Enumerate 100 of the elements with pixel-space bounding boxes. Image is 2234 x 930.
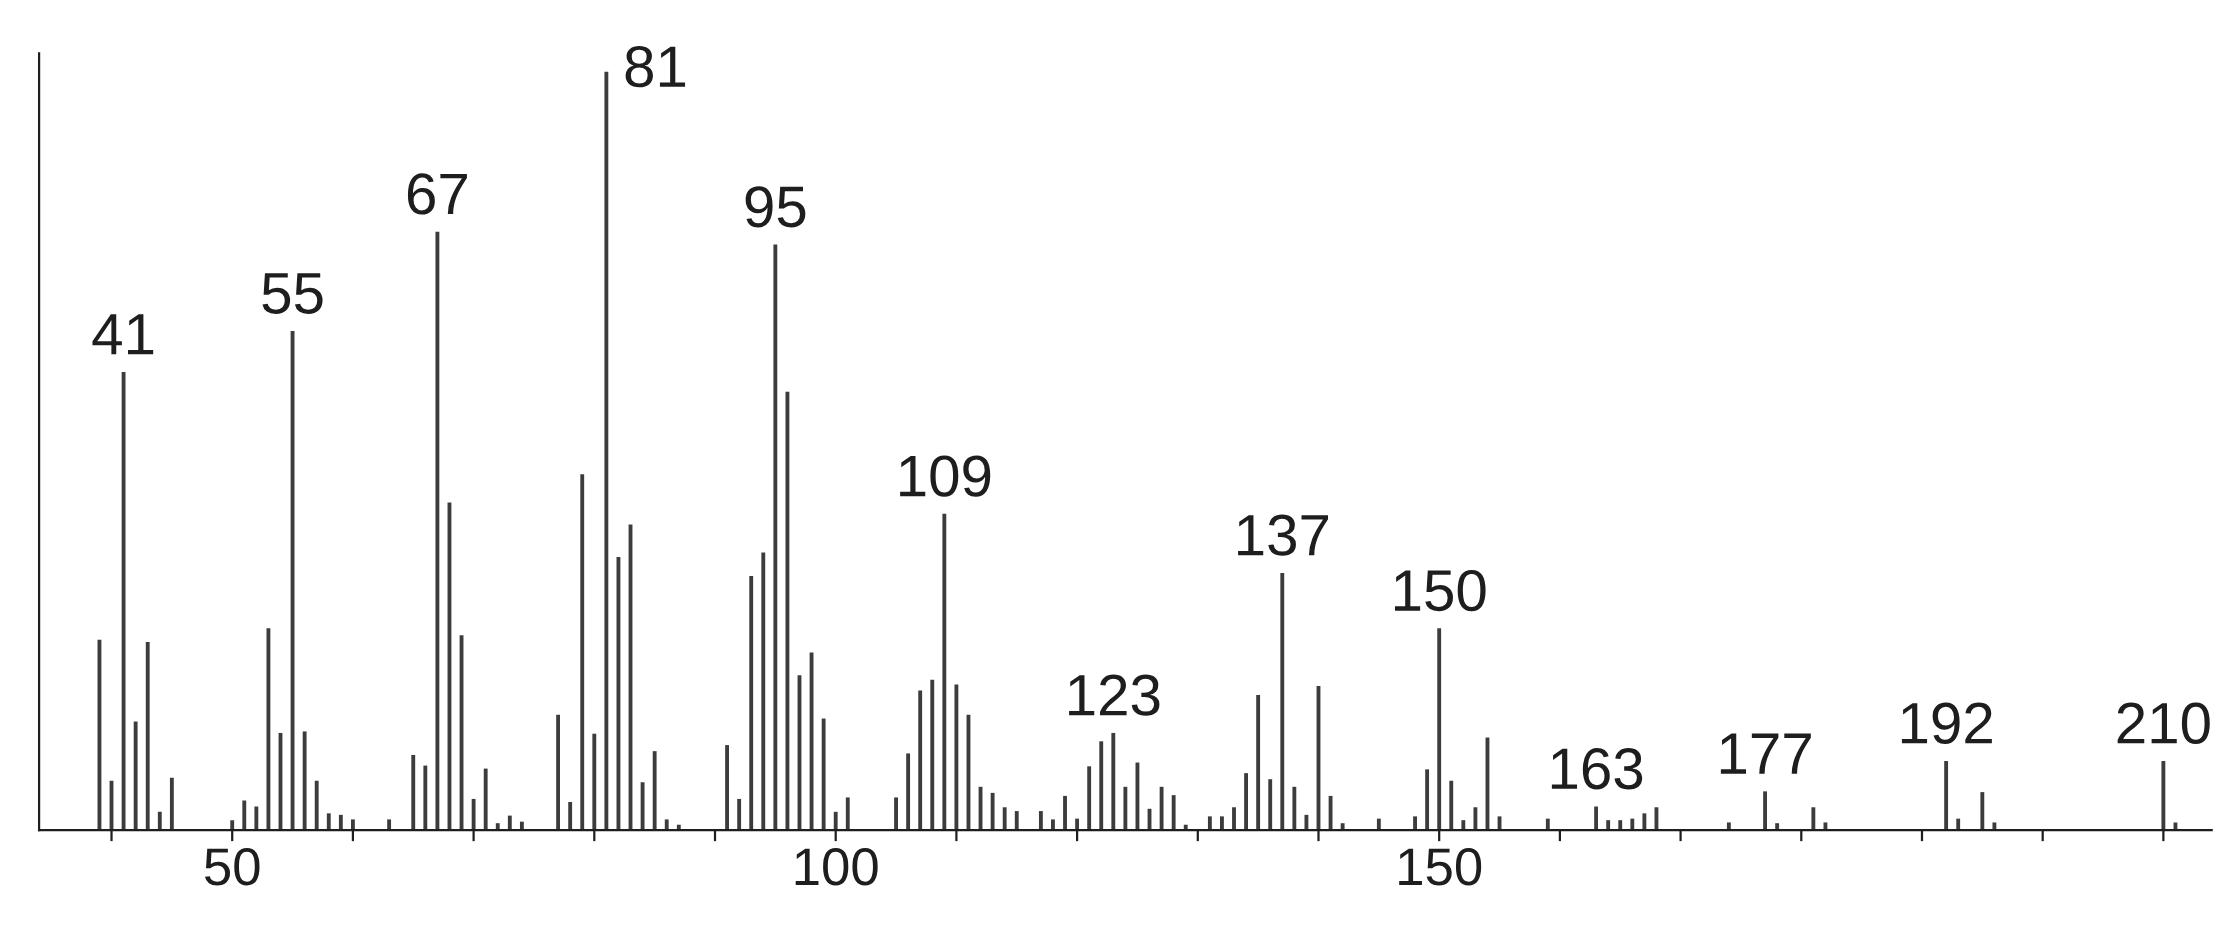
annotation: 210 bbox=[2117, 702, 2210, 744]
bar bbox=[1461, 820, 1466, 831]
bar bbox=[230, 820, 235, 831]
bar bbox=[1618, 820, 1623, 831]
bar bbox=[845, 797, 850, 831]
bar bbox=[1642, 813, 1647, 831]
bar bbox=[2161, 761, 2166, 831]
bar bbox=[350, 819, 355, 831]
bar bbox=[918, 690, 923, 831]
bar bbox=[435, 231, 440, 831]
bar bbox=[1376, 818, 1381, 831]
bar bbox=[1232, 807, 1236, 831]
bar bbox=[664, 819, 669, 831]
annotation: 192 bbox=[1901, 702, 1992, 744]
bar bbox=[1956, 818, 1961, 831]
bar bbox=[1775, 823, 1780, 831]
bar bbox=[568, 801, 573, 831]
bar bbox=[1980, 792, 1985, 831]
bar bbox=[1340, 823, 1345, 831]
bar bbox=[737, 798, 742, 831]
bar bbox=[1038, 811, 1043, 831]
bar bbox=[121, 371, 126, 831]
annotation: 55 bbox=[262, 273, 323, 314]
bar bbox=[1123, 786, 1128, 831]
bar bbox=[749, 575, 754, 831]
annotation: 109 bbox=[900, 455, 991, 497]
bar bbox=[942, 513, 947, 831]
x-tick-label: 50 bbox=[204, 848, 260, 886]
bar bbox=[145, 641, 150, 831]
bar bbox=[773, 244, 778, 831]
bar bbox=[302, 731, 307, 831]
bar bbox=[1437, 628, 1442, 831]
bar bbox=[1992, 822, 1997, 831]
bar bbox=[604, 71, 609, 831]
bar bbox=[1171, 795, 1176, 831]
bar bbox=[1014, 811, 1019, 831]
bar bbox=[1763, 791, 1768, 831]
bar bbox=[640, 782, 645, 831]
bar bbox=[1159, 786, 1164, 831]
bar bbox=[495, 823, 500, 831]
bar bbox=[580, 474, 585, 831]
bar bbox=[411, 754, 416, 831]
bar bbox=[556, 714, 561, 831]
bar bbox=[1256, 695, 1261, 831]
bar bbox=[1449, 780, 1454, 831]
bar bbox=[338, 814, 343, 831]
bar bbox=[930, 679, 935, 831]
bar bbox=[1545, 818, 1550, 831]
bar bbox=[157, 811, 162, 831]
bar bbox=[314, 780, 319, 831]
bar bbox=[725, 745, 730, 831]
bar bbox=[1944, 761, 1949, 831]
bar bbox=[1811, 807, 1816, 831]
bar bbox=[954, 684, 959, 831]
bar bbox=[326, 813, 331, 831]
annotation: 81 bbox=[625, 46, 686, 88]
bar bbox=[1220, 816, 1224, 831]
bar bbox=[387, 819, 392, 831]
bar bbox=[1207, 816, 1212, 831]
bar bbox=[592, 733, 597, 831]
bar bbox=[1823, 822, 1828, 831]
annotation: 150 bbox=[1394, 569, 1486, 612]
bar bbox=[761, 552, 766, 831]
bar bbox=[423, 765, 428, 831]
bar bbox=[1051, 819, 1055, 831]
bar bbox=[1630, 818, 1635, 831]
annotation: 123 bbox=[1069, 674, 1160, 716]
bar bbox=[254, 806, 259, 831]
bar bbox=[242, 800, 247, 831]
bar bbox=[1594, 806, 1599, 831]
bar bbox=[990, 792, 995, 831]
bar bbox=[1002, 807, 1007, 831]
bar bbox=[266, 628, 271, 831]
bar bbox=[1413, 816, 1417, 831]
bar bbox=[507, 815, 512, 831]
bar bbox=[1425, 769, 1430, 831]
annotation: 163 bbox=[1551, 748, 1643, 790]
bar bbox=[785, 391, 790, 831]
bar bbox=[1292, 786, 1297, 831]
bar bbox=[894, 797, 898, 831]
bar bbox=[483, 768, 488, 831]
bar bbox=[1111, 732, 1116, 831]
bar bbox=[1280, 572, 1285, 831]
bar bbox=[1099, 741, 1104, 831]
bar bbox=[906, 753, 911, 831]
bar bbox=[652, 751, 657, 831]
bar bbox=[833, 811, 838, 831]
bar bbox=[821, 718, 826, 831]
bar bbox=[1075, 818, 1080, 831]
bar bbox=[471, 798, 476, 831]
x-tick-label: 150 bbox=[1399, 848, 1482, 886]
bar bbox=[1473, 807, 1478, 831]
annotation: 67 bbox=[407, 173, 467, 215]
bar bbox=[1063, 795, 1067, 831]
bar bbox=[1606, 820, 1611, 831]
x-tick-label: 100 bbox=[795, 848, 878, 886]
bar bbox=[1087, 766, 1092, 831]
bar bbox=[1726, 822, 1731, 831]
annotation: 177 bbox=[1720, 733, 1811, 774]
bar bbox=[1244, 773, 1249, 831]
